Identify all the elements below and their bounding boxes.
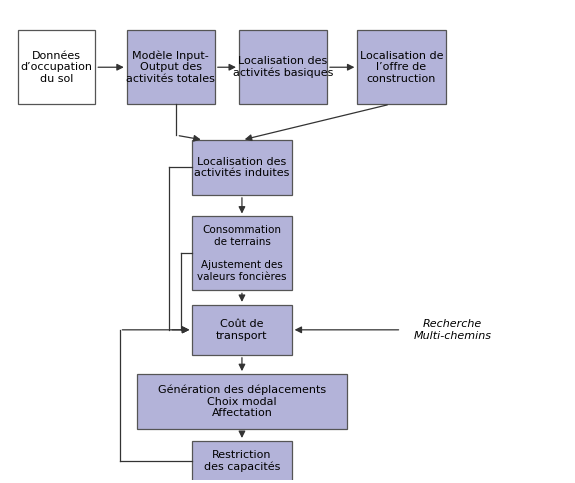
Text: Consommation
de terrains

Ajustement des
valeurs foncières: Consommation de terrains Ajustement des … — [197, 225, 287, 282]
Text: Localisation de
l’offre de
construction: Localisation de l’offre de construction — [359, 51, 443, 84]
Text: Localisation des
activités basiques: Localisation des activités basiques — [233, 56, 333, 78]
FancyBboxPatch shape — [192, 140, 292, 195]
Text: Localisation des
activités induites: Localisation des activités induites — [194, 156, 290, 178]
Text: Coût de
transport: Coût de transport — [216, 319, 268, 341]
Text: Recherche
Multi-chemins: Recherche Multi-chemins — [413, 319, 492, 341]
FancyBboxPatch shape — [239, 30, 327, 104]
Text: Modèle Input-
Output des
activités totales: Modèle Input- Output des activités total… — [126, 50, 215, 84]
FancyBboxPatch shape — [357, 30, 446, 104]
Text: Restriction
des capacités: Restriction des capacités — [204, 450, 280, 472]
FancyBboxPatch shape — [18, 30, 95, 104]
FancyBboxPatch shape — [192, 305, 292, 355]
FancyBboxPatch shape — [126, 30, 215, 104]
FancyBboxPatch shape — [192, 216, 292, 290]
Text: Génération des déplacements
Choix modal
Affectation: Génération des déplacements Choix modal … — [158, 384, 326, 418]
FancyBboxPatch shape — [192, 441, 292, 482]
FancyBboxPatch shape — [137, 374, 347, 429]
Text: Données
d’occupation
du sol: Données d’occupation du sol — [21, 51, 93, 84]
